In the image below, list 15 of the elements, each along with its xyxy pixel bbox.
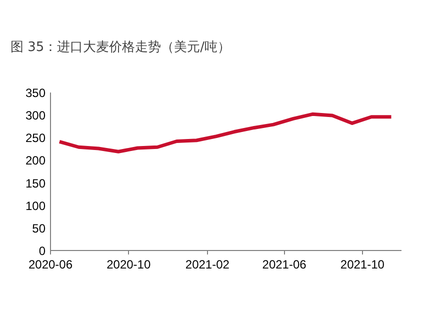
y-tick-label: 250 <box>25 131 46 146</box>
line-series <box>58 112 393 154</box>
y-tick-label: 0 <box>38 244 46 258</box>
x-tick-label: 2021-10 <box>340 258 385 272</box>
x-tick-label: 2021-06 <box>262 258 307 272</box>
x-tick-label: 2021-02 <box>185 258 230 272</box>
y-tick-label: 150 <box>25 176 46 190</box>
x-tick-label: 2020-10 <box>106 258 151 272</box>
y-tick-label: 100 <box>25 198 46 213</box>
x-tick-label: 2020-06 <box>28 258 73 272</box>
y-tick-label: 350 <box>25 86 46 100</box>
y-tick-label: 50 <box>32 221 46 236</box>
chart-title: 图 35：进口大麦价格走势（美元/吨） <box>10 39 231 55</box>
y-tick-label: 300 <box>25 108 46 123</box>
y-tick-label: 200 <box>25 154 46 168</box>
